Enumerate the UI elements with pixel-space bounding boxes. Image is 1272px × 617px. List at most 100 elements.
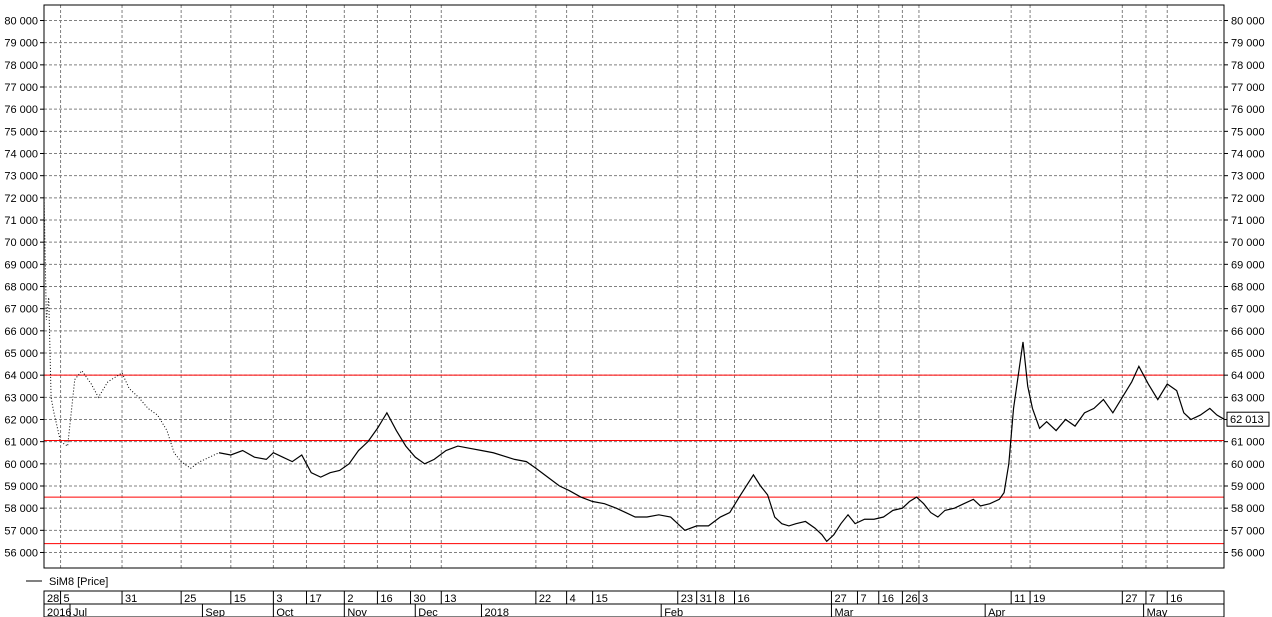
y-tick-label-left: 73 000 (4, 171, 38, 183)
y-tick-label-right: 57 000 (1231, 525, 1265, 537)
y-tick-label-right: 70 000 (1231, 237, 1265, 249)
x-day-label: 27 (1125, 593, 1137, 605)
last-value-marker: 62 013 (1226, 411, 1270, 427)
y-tick-label-left: 65 000 (4, 348, 38, 360)
y-tick-label-left: 80 000 (4, 16, 38, 28)
y-tick-label-left: 61 000 (4, 437, 38, 449)
x-day-label: 11 (1014, 593, 1025, 605)
y-tick-label-right: 79 000 (1231, 38, 1265, 50)
y-tick-label-left: 78 000 (4, 60, 38, 72)
x-day-label: 27 (834, 593, 846, 605)
y-tick-label-right: 66 000 (1231, 326, 1265, 338)
x-day-label: 31 (125, 593, 137, 605)
x-period-label: Oct (276, 607, 293, 617)
x-day-label: 16 (738, 593, 750, 605)
y-tick-label-right: 73 000 (1231, 171, 1265, 183)
y-tick-label-right: 78 000 (1231, 60, 1265, 72)
y-tick-label-right: 76 000 (1231, 104, 1265, 116)
y-tick-label-left: 56 000 (4, 547, 38, 559)
x-day-label: 15 (596, 593, 608, 605)
x-day-label: 31 (700, 593, 712, 605)
x-day-label: 16 (380, 593, 392, 605)
y-tick-label-right: 59 000 (1231, 481, 1265, 493)
x-day-label: 22 (539, 593, 551, 605)
x-day-label: 26 (905, 593, 917, 605)
y-tick-label-left: 74 000 (4, 149, 38, 161)
series-line (218, 341, 1225, 543)
x-day-label: 16 (1170, 593, 1182, 605)
y-tick-label-left: 68 000 (4, 282, 38, 294)
x-axis: 28 5 31 25 15 3 17 2 16 30 13 22 4 15 23 31 8 16 27 7 16 26 3 1… (43, 590, 1225, 617)
y-tick-label-left: 75 000 (4, 126, 38, 138)
y-tick-label-left: 69 000 (4, 259, 38, 271)
x-day-label: 17 (309, 593, 321, 605)
grid (44, 5, 1224, 568)
x-period-label: Nov (347, 607, 367, 617)
last-value-box (1226, 411, 1270, 427)
y-tick-label-right: 65 000 (1231, 348, 1265, 360)
legend: SiM8 [Price] (26, 576, 108, 588)
legend-label: SiM8 [Price] (49, 576, 108, 588)
y-tick-label-right: 68 000 (1231, 282, 1265, 294)
x-day-label: 7 (1149, 593, 1155, 605)
y-tick-label-left: 79 000 (4, 38, 38, 50)
y-tick-label-right: 72 000 (1231, 193, 1265, 205)
y-tick-label-left: 64 000 (4, 370, 38, 382)
y-tick-label-left: 59 000 (4, 481, 38, 493)
x-day-label: 3 (922, 593, 928, 605)
horizontal-levels (44, 374, 1224, 545)
y-tick-label-left: 60 000 (4, 459, 38, 471)
x-day-label: 13 (444, 593, 456, 605)
x-period-label: Mar (834, 607, 853, 617)
y-tick-label-left: 76 000 (4, 104, 38, 116)
x-period-label: Sep (205, 607, 225, 617)
y-tick-label-left: 71 000 (4, 215, 38, 227)
y-tick-label-right: 67 000 (1231, 304, 1265, 316)
y-tick-label-right: 75 000 (1231, 126, 1265, 138)
x-day-label: 28 (47, 593, 59, 605)
x-day-label: 23 (681, 593, 693, 605)
x-period-label: Feb (664, 607, 683, 617)
series-line-early (43, 193, 220, 469)
series-layer (43, 193, 1225, 543)
x-period-label: Apr (988, 607, 1005, 617)
y-tick-label-right: 64 000 (1231, 370, 1265, 382)
y-tick-label-left: 67 000 (4, 304, 38, 316)
y-axis-right: 56 000 57 000 58 000 59 000 60 000 61 000 62 0… (1224, 16, 1265, 559)
y-tick-label-right: 56 000 (1231, 547, 1265, 559)
x-day-label: 4 (570, 593, 576, 605)
y-tick-label-right: 61 000 (1231, 437, 1265, 449)
x-day-label: 15 (234, 593, 246, 605)
y-tick-label-right: 60 000 (1231, 459, 1265, 471)
y-tick-label-left: 62 000 (4, 414, 38, 426)
y-tick-label-right: 63 000 (1231, 392, 1265, 404)
y-tick-label-left: 70 000 (4, 237, 38, 249)
x-period-label: 2016 (47, 607, 71, 617)
y-tick-label-left: 58 000 (4, 503, 38, 515)
x-day-ticks: 28 5 31 25 15 3 17 2 16 30 13 22 4 15 23 31 8 16 27 7 16 26 3 1… (43, 591, 1182, 605)
x-period-label: Dec (418, 607, 438, 617)
y-tick-label-right: 77 000 (1231, 82, 1265, 94)
y-tick-label-right: 58 000 (1231, 503, 1265, 515)
x-day-label: 5 (64, 593, 70, 605)
x-day-label: 7 (860, 593, 866, 605)
y-tick-label-left: 66 000 (4, 326, 38, 338)
x-day-label: 2 (347, 593, 353, 605)
x-day-label: 16 (882, 593, 894, 605)
y-tick-label-left: 72 000 (4, 193, 38, 205)
x-day-label: 30 (414, 593, 426, 605)
y-tick-label-right: 69 000 (1231, 259, 1265, 271)
x-day-label: 19 (1033, 593, 1045, 605)
y-axis-left: 56 000 57 000 58 000 59 000 60 000 61 000 62 0… (4, 16, 44, 559)
x-day-label: 3 (276, 593, 282, 605)
y-tick-label-left: 57 000 (4, 525, 38, 537)
x-period-ticks: 2016 Jul Sep Oct Nov Dec 2018 Feb Mar Apr May (43, 604, 1168, 617)
y-tick-label-left: 63 000 (4, 392, 38, 404)
x-day-label: 8 (719, 593, 725, 605)
x-period-label: 2018 (484, 607, 508, 617)
y-tick-label-right: 71 000 (1231, 215, 1265, 227)
y-tick-label-right: 74 000 (1231, 149, 1265, 161)
y-tick-label-left: 77 000 (4, 82, 38, 94)
x-period-label: Jul (73, 607, 87, 617)
